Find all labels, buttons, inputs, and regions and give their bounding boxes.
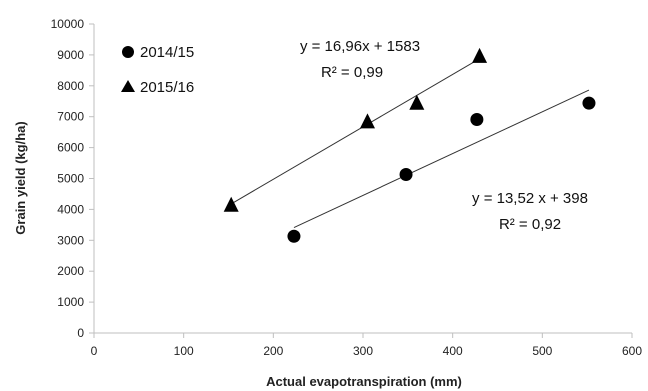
x-tick-label: 300 — [353, 344, 373, 358]
y-tick-label: 6000 — [57, 141, 84, 155]
y-axis-title: Grain yield (kg/ha) — [13, 121, 28, 234]
legend-marker-2015-16 — [121, 80, 135, 92]
y-axis-ticks: 0 1000 2000 3000 4000 5000 6000 7000 8000 9000 100… — [51, 17, 94, 340]
trendline-2014-15 — [293, 89, 590, 228]
trendline-2015-16 — [230, 58, 480, 205]
r-squared-2015-16: R² = 0,99 — [321, 64, 383, 81]
legend-label-2015-16: 2015/16 — [140, 79, 194, 96]
equation-2015-16: y = 16,96x + 1583 — [300, 38, 420, 55]
point-2015-16 — [359, 113, 375, 129]
x-tick-label: 400 — [443, 344, 463, 358]
point-2014-15 — [582, 96, 596, 110]
point-2014-15 — [470, 112, 484, 126]
y-tick-label: 8000 — [57, 79, 84, 93]
trendlines — [230, 58, 590, 228]
point-2015-16 — [409, 94, 425, 110]
y-tick-label: 3000 — [57, 233, 84, 247]
x-tick-label: 100 — [174, 344, 194, 358]
point-2014-15 — [399, 167, 413, 181]
y-tick-label: 9000 — [57, 48, 84, 62]
point-2015-16 — [223, 196, 239, 212]
legend: 2014/15 2015/16 — [121, 44, 194, 96]
data-points — [223, 47, 596, 243]
x-axis-title: Actual evapotranspiration (mm) — [266, 374, 462, 389]
x-tick-label: 0 — [91, 344, 98, 358]
annotations: y = 16,96x + 1583 R² = 0,99 y = 13,52 x … — [300, 38, 588, 233]
y-tick-label: 10000 — [51, 17, 85, 31]
point-2014-15 — [287, 229, 301, 243]
y-tick-label: 1000 — [57, 295, 84, 309]
r-squared-2014-15: R² = 0,92 — [499, 216, 561, 233]
x-axis-ticks: 0 100 200 300 400 500 600 — [91, 333, 642, 358]
x-tick-label: 600 — [622, 344, 642, 358]
y-tick-label: 2000 — [57, 264, 84, 278]
y-tick-label: 4000 — [57, 202, 84, 216]
x-tick-label: 200 — [263, 344, 283, 358]
y-tick-label: 7000 — [57, 110, 84, 124]
y-tick-label: 0 — [77, 326, 84, 340]
legend-marker-2014-15 — [122, 46, 134, 58]
equation-2014-15: y = 13,52 x + 398 — [472, 190, 588, 207]
point-2015-16 — [472, 47, 488, 63]
legend-label-2014-15: 2014/15 — [140, 44, 194, 61]
y-tick-label: 5000 — [57, 172, 84, 186]
x-tick-label: 500 — [532, 344, 552, 358]
